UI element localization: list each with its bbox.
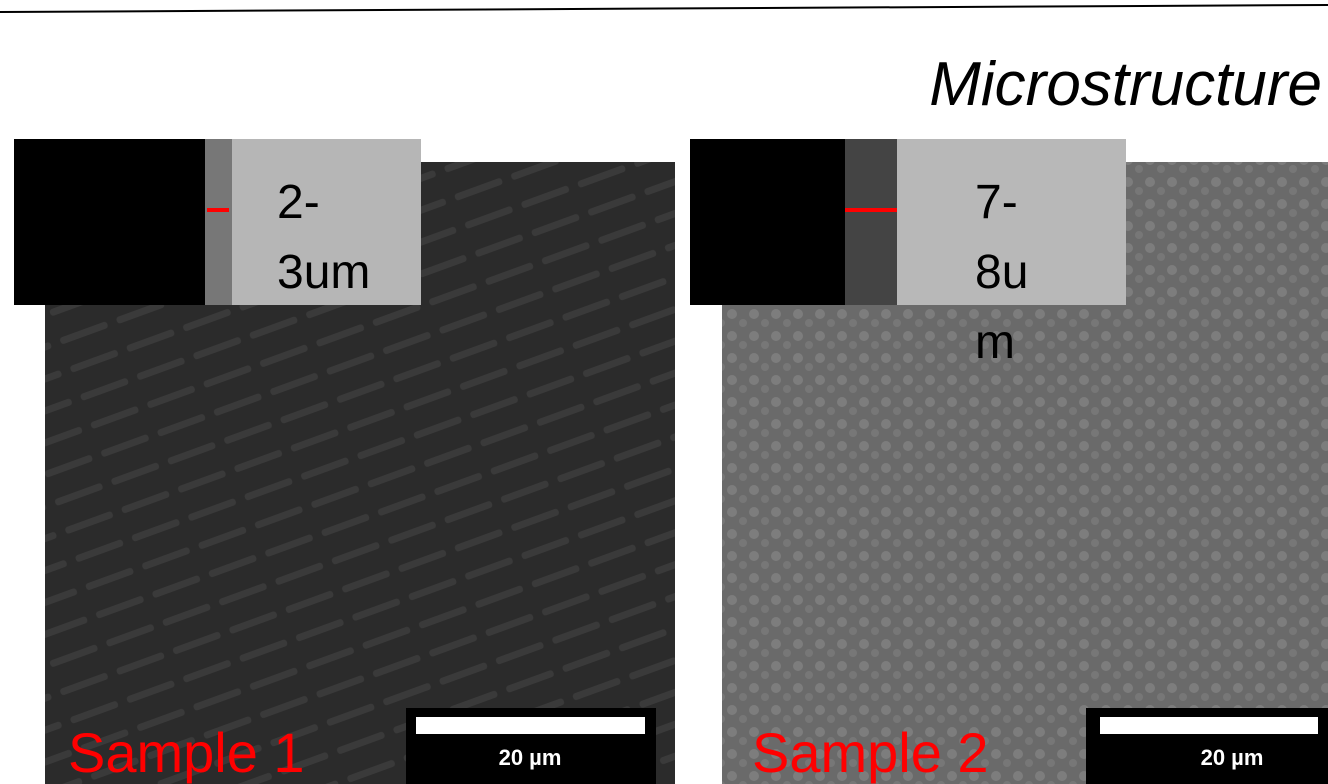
inset-image bbox=[205, 139, 232, 305]
scale-bar-label: 20 µm bbox=[1201, 745, 1264, 770]
inset-image bbox=[845, 139, 897, 305]
inset-label: 8u bbox=[975, 246, 1028, 299]
inset-image bbox=[690, 139, 845, 305]
inset-label: m bbox=[975, 316, 1015, 369]
inset-label: 3um bbox=[277, 246, 370, 299]
scale-bar-label: 20 µm bbox=[499, 745, 562, 770]
inset-label: 2- bbox=[277, 176, 320, 229]
slide-title: Microstructure bbox=[929, 50, 1322, 119]
header-rule bbox=[0, 5, 1328, 12]
inset-image bbox=[14, 139, 205, 305]
page: Microstructure 2- 3um Sample 1 20 µm 7- … bbox=[0, 0, 1328, 784]
slide: Microstructure 2- 3um Sample 1 20 µm 7- … bbox=[0, 0, 1328, 784]
scale-bar bbox=[1100, 717, 1318, 734]
scale-bar bbox=[416, 717, 645, 734]
sample-label: Sample 1 bbox=[68, 721, 305, 784]
sample-label: Sample 2 bbox=[752, 721, 989, 784]
inset-label: 7- bbox=[975, 176, 1018, 229]
